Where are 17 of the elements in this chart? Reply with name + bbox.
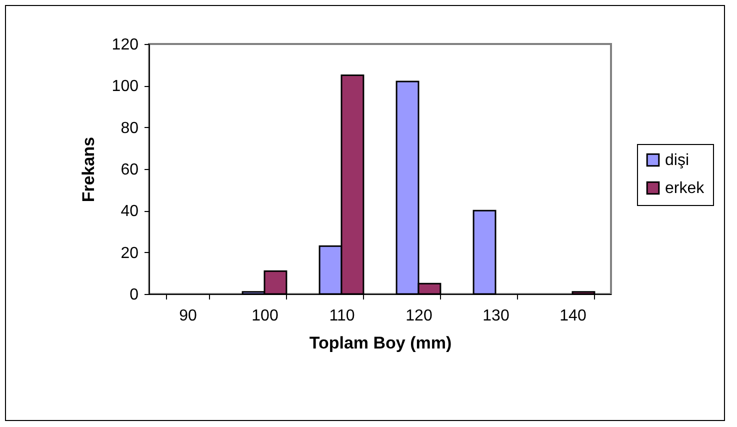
x-tick-label: 110 <box>329 308 355 324</box>
x-tick-label: 140 <box>560 308 586 324</box>
y-tick-label: 120 <box>112 36 139 54</box>
y-tick-label: 100 <box>112 78 139 96</box>
y-tick-label: 60 <box>120 162 139 178</box>
legend-label: erkek <box>665 180 706 197</box>
x-tick-label: 120 <box>406 308 432 324</box>
x-tick-label: 90 <box>179 308 197 324</box>
x-axis-title: Toplam Boy (mm) <box>309 334 452 352</box>
y-tick-label: 20 <box>120 244 139 262</box>
y-tick-label: 80 <box>120 120 139 137</box>
y-axis-title: Frekans <box>78 136 98 202</box>
x-tick-label: 100 <box>252 308 278 324</box>
y-tick-label: 0 <box>130 286 139 304</box>
legend-label: dişi <box>665 152 690 169</box>
y-tick-label: 40 <box>120 203 139 220</box>
x-tick-label: 130 <box>482 308 510 324</box>
